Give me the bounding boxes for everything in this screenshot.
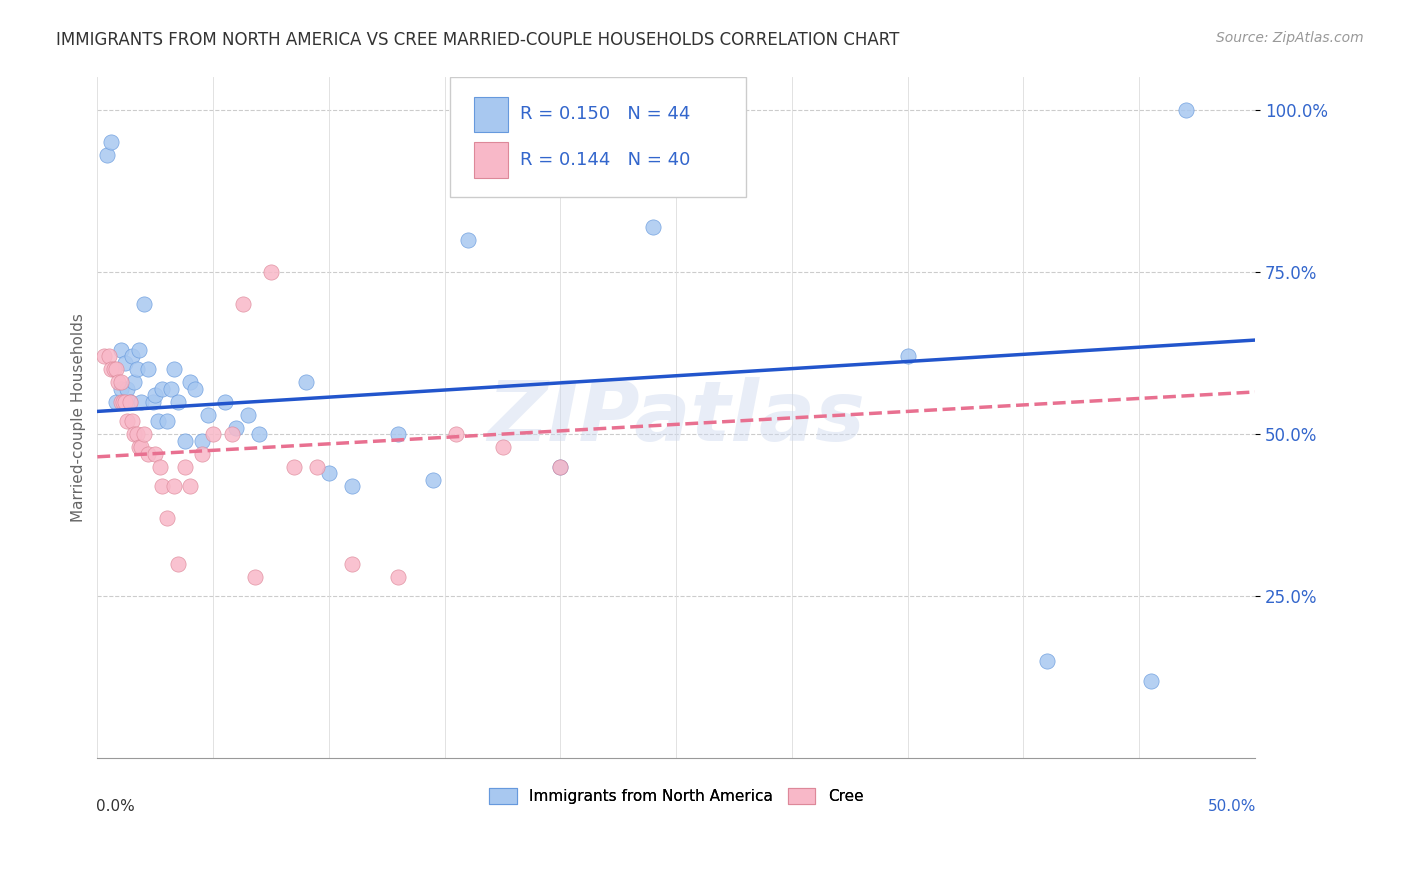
Point (243, 570, 266, 584)
Y-axis label: Married-couple Households: Married-couple Households (72, 313, 86, 523)
Point (1035, 654, 1057, 668)
Point (156, 414, 179, 428)
Point (114, 356, 136, 370)
Point (142, 394, 165, 409)
Point (131, 394, 153, 409)
Point (117, 382, 139, 396)
Point (100, 136, 122, 150)
Point (422, 473, 444, 487)
Point (641, 219, 664, 234)
Point (104, 362, 127, 376)
Point (121, 349, 143, 363)
Point (150, 479, 173, 493)
Point (146, 414, 169, 428)
Point (136, 446, 159, 460)
Point (174, 459, 197, 474)
Point (340, 557, 363, 571)
Text: 50.0%: 50.0% (1208, 799, 1256, 814)
Point (117, 414, 139, 428)
Point (225, 420, 247, 434)
Legend: Immigrants from North America, Cree: Immigrants from North America, Cree (481, 780, 870, 812)
Point (167, 557, 190, 571)
Point (190, 446, 212, 460)
Point (118, 394, 141, 409)
Point (183, 382, 205, 396)
Point (174, 434, 197, 448)
Text: R = 0.150   N = 44: R = 0.150 N = 44 (520, 105, 690, 123)
Point (125, 427, 148, 442)
Point (97, 349, 120, 363)
Point (100, 362, 122, 376)
Text: IMMIGRANTS FROM NORTH AMERICA VS CREE MARRIED-COUPLE HOUSEHOLDS CORRELATION CHAR: IMMIGRANTS FROM NORTH AMERICA VS CREE MA… (56, 31, 900, 49)
Point (128, 440, 150, 454)
Point (107, 376, 129, 390)
Point (1174, 103, 1197, 117)
Point (110, 382, 132, 396)
Point (340, 479, 363, 493)
Point (163, 362, 186, 376)
Point (124, 376, 146, 390)
Point (307, 459, 329, 474)
Text: Source: ZipAtlas.com: Source: ZipAtlas.com (1216, 31, 1364, 45)
Point (111, 394, 134, 409)
Point (104, 394, 127, 409)
Point (236, 408, 259, 422)
Point (550, 459, 572, 474)
Point (125, 362, 148, 376)
FancyBboxPatch shape (474, 142, 509, 178)
Point (232, 297, 254, 311)
Point (132, 297, 155, 311)
Point (110, 394, 132, 409)
Point (131, 440, 153, 454)
Point (249, 427, 271, 442)
Point (143, 388, 166, 402)
Point (190, 434, 212, 448)
Point (387, 427, 409, 442)
Point (96, 148, 118, 162)
Point (179, 479, 201, 493)
FancyBboxPatch shape (474, 96, 509, 132)
Point (202, 427, 225, 442)
Point (143, 446, 166, 460)
Point (491, 440, 513, 454)
Point (121, 414, 143, 428)
Point (167, 394, 190, 409)
Point (128, 343, 150, 357)
Point (160, 382, 183, 396)
Point (136, 362, 159, 376)
Text: 0.0%: 0.0% (96, 799, 135, 814)
Point (1140, 673, 1163, 688)
Point (114, 394, 136, 409)
Point (118, 394, 141, 409)
Point (283, 459, 305, 474)
Point (149, 459, 172, 474)
Point (897, 349, 920, 363)
Text: ZIPatlas: ZIPatlas (488, 377, 865, 458)
Point (150, 382, 173, 396)
Point (163, 479, 186, 493)
Point (93, 349, 115, 363)
Point (124, 427, 146, 442)
Point (294, 376, 316, 390)
Point (110, 376, 132, 390)
Point (214, 394, 236, 409)
FancyBboxPatch shape (450, 78, 745, 196)
Point (197, 408, 219, 422)
Point (318, 466, 340, 480)
Point (179, 376, 201, 390)
Point (221, 427, 243, 442)
Point (156, 511, 179, 525)
Point (550, 459, 572, 474)
Point (110, 343, 132, 357)
Point (103, 362, 125, 376)
Point (457, 233, 479, 247)
Point (387, 570, 409, 584)
Point (260, 265, 283, 279)
Text: R = 0.144   N = 40: R = 0.144 N = 40 (520, 151, 690, 169)
Point (444, 427, 467, 442)
Point (132, 427, 155, 442)
